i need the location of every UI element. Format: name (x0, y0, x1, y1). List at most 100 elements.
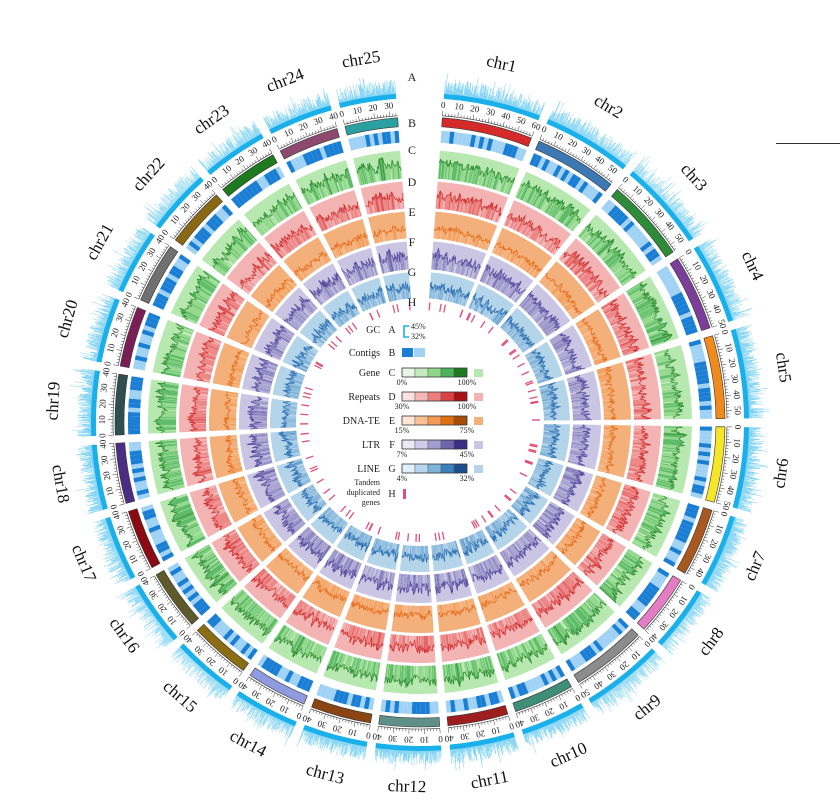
track-C-bin (659, 466, 678, 471)
track-C-bin (163, 381, 180, 385)
track-C-bin (496, 176, 503, 191)
track-C-bin (166, 363, 183, 368)
track-C-bin (485, 656, 491, 670)
track-C-bin (588, 598, 598, 609)
track-C-bin (640, 525, 657, 534)
track-C-bin (261, 614, 271, 626)
track-C-bin (663, 426, 683, 428)
track-C-bin (600, 249, 611, 259)
track-C-bin (576, 608, 591, 625)
track-C-bin (640, 526, 654, 533)
track-C-bin (535, 193, 545, 208)
track-D-bin (191, 420, 207, 422)
track-D-bin (193, 421, 206, 422)
track-C-bin (565, 209, 579, 227)
track-C-bin (510, 648, 517, 664)
track-C-bin (499, 176, 506, 192)
track-C-bin (614, 568, 631, 581)
track-C-bin (164, 449, 178, 452)
track-C-bin (531, 192, 540, 206)
track-C-bin (371, 661, 376, 680)
track-C-bin (546, 630, 554, 640)
track-C-bin (651, 342, 664, 347)
track-C-bin (305, 640, 313, 654)
track-C-bin (655, 352, 669, 358)
track-C-bin (505, 180, 512, 194)
track-C-bin (626, 551, 640, 560)
track-C-bin (290, 633, 299, 646)
track-C-bin (320, 646, 326, 657)
track-C-bin (192, 533, 204, 540)
track-C-bin (559, 622, 569, 636)
track-C-bin (175, 502, 190, 509)
track-C-bin (661, 383, 678, 387)
track-C-bin (397, 665, 400, 681)
track-C-bin (157, 389, 178, 393)
track-C-bin (173, 500, 190, 507)
track-C-bin (662, 451, 673, 454)
track-C-bin (259, 613, 270, 627)
track-C-bin (652, 494, 665, 500)
track-C-bin (333, 652, 340, 669)
track-C-bin (650, 336, 671, 344)
track-C-bin (488, 171, 495, 189)
track-C-bin (658, 470, 674, 475)
track-C-bin (634, 296, 652, 306)
track-C-bin (658, 368, 676, 373)
track-C-bin (159, 400, 177, 403)
track-C-bin (158, 416, 177, 418)
track-C-bin (454, 161, 459, 181)
track-C-bin (199, 550, 213, 559)
track-C-bin (464, 164, 469, 183)
track-C-bin (366, 660, 371, 675)
track-C-bin (393, 664, 397, 682)
track-C-bin (169, 497, 189, 504)
track-C-bin (533, 637, 542, 654)
track-C-bin (537, 190, 549, 209)
track-C-bin (165, 388, 179, 392)
track-C-bin (538, 634, 548, 650)
track-C-bin (661, 457, 677, 461)
track-C-bin (634, 537, 652, 547)
track-C-bin (571, 220, 581, 232)
track-C-bin (218, 579, 235, 594)
track-C-bin (435, 665, 437, 680)
track-C-bin (433, 665, 436, 684)
track-C-bin (582, 230, 592, 241)
track-C-bin (202, 549, 213, 556)
track-C-bin (515, 646, 522, 658)
track-C-bin (283, 628, 291, 640)
track-C-bin (652, 496, 662, 501)
track-C-bin (566, 214, 577, 228)
track-C-bin (264, 618, 277, 635)
track-C-bin (531, 638, 539, 652)
track-C-bin (646, 323, 664, 331)
track-C-bin (649, 504, 663, 510)
track-C-bin (162, 386, 179, 390)
track-C-bin (636, 532, 650, 540)
track-C-bin (160, 407, 177, 409)
track-C-bin (529, 191, 537, 205)
track-C-bin (237, 593, 248, 604)
track-C-bin (196, 548, 212, 559)
track-C-bin (206, 564, 223, 577)
track-C-bin (499, 176, 506, 192)
track-C-bin (617, 564, 628, 573)
track-C-bin (161, 385, 179, 390)
track-C-bin (363, 660, 368, 676)
track-C-bin (511, 647, 518, 661)
track-C-bin (550, 200, 561, 217)
track-C-bin (476, 659, 480, 672)
track-C-bin (459, 169, 463, 182)
track-C-bin (626, 283, 642, 293)
track-C-bin (488, 172, 494, 188)
track-C-bin (405, 665, 407, 678)
track-C-bin (425, 665, 427, 681)
track-C-bin (418, 666, 420, 679)
track-C-bin (513, 647, 518, 658)
track-C-bin (449, 664, 453, 681)
track-C-bin (487, 172, 493, 188)
track-C-bin (365, 660, 370, 678)
track-C-bin (663, 436, 681, 439)
track-C-bin (606, 578, 617, 588)
